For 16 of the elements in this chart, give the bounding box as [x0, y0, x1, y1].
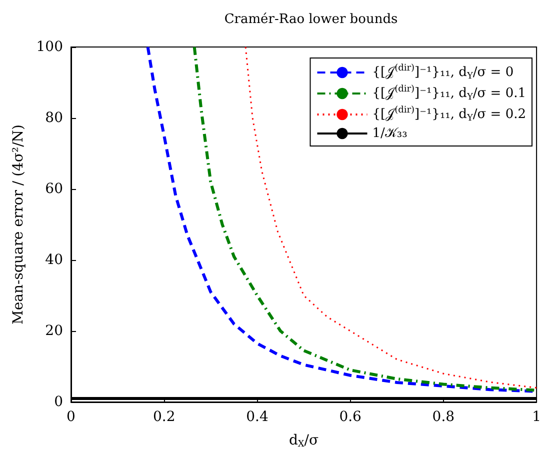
legend-label: 1/𝒦₃₃	[372, 126, 408, 141]
y-tick-label: 40	[45, 252, 63, 268]
y-tick-label: 60	[45, 181, 63, 197]
x-tick-label: 0	[66, 409, 76, 425]
x-tick-label: 0.8	[432, 409, 455, 425]
y-tick-label: 100	[36, 39, 63, 55]
y-tick-label: 20	[45, 323, 63, 339]
x-tick-label: 0.4	[246, 409, 268, 425]
x-tick-label: 1	[532, 409, 542, 425]
y-tick-label: 0	[54, 394, 63, 410]
line-series	[244, 46, 538, 389]
y-axis-title: Mean-square error / (4σ²/N)	[10, 124, 26, 325]
x-tick-label: 0.2	[152, 409, 176, 425]
y-tick-label: 80	[45, 110, 63, 126]
chart-title: Cramér-Rao lower bounds	[224, 12, 398, 27]
x-tick-label: 0.6	[339, 409, 362, 425]
